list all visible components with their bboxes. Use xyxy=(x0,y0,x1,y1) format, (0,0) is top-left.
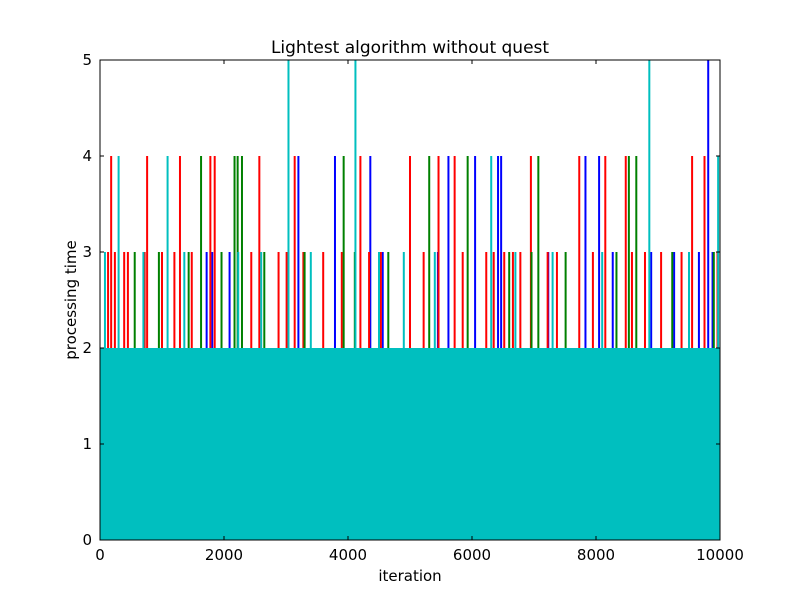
y-tick-label: 5 xyxy=(82,51,92,69)
chart-title: Lightest algorithm without quest xyxy=(271,38,549,58)
series-2 xyxy=(133,156,715,348)
axis-ticks: 0 2000 4000 6000 8000 10000 0 1 2 3 4 5 xyxy=(82,51,743,564)
y-tick-label: 1 xyxy=(82,435,92,453)
x-tick-label: 10000 xyxy=(696,546,744,564)
x-tick-label: 8000 xyxy=(577,546,615,564)
series-3 xyxy=(103,60,720,348)
x-tick-label: 6000 xyxy=(453,546,491,564)
base-fill-spikes xyxy=(100,348,720,444)
x-tick-label: 4000 xyxy=(329,546,367,564)
base-fill-area xyxy=(100,444,720,540)
y-tick-label: 2 xyxy=(82,339,92,357)
axes-frame xyxy=(99,59,721,541)
y-axis-label: processing time xyxy=(62,240,80,360)
x-tick-label: 0 xyxy=(95,546,105,564)
series-1 xyxy=(107,156,719,348)
y-tick-label: 3 xyxy=(82,243,92,261)
y-tick-label: 4 xyxy=(82,147,92,165)
y-tick-label: 0 xyxy=(82,531,92,549)
x-axis-label: iteration xyxy=(378,567,441,585)
plot-area xyxy=(100,60,720,540)
x-tick-label: 2000 xyxy=(205,546,243,564)
